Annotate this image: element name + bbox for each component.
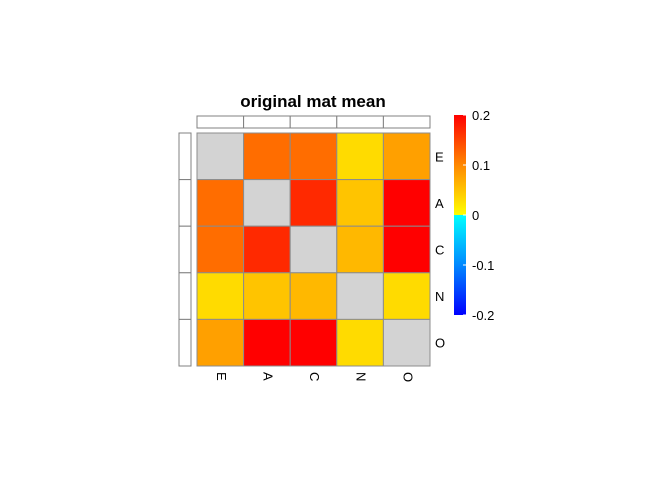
heatmap-cell bbox=[382, 179, 431, 227]
column-annotation-bar bbox=[196, 115, 431, 129]
column-annotation-cell bbox=[196, 115, 245, 129]
row-annotation-cell bbox=[178, 272, 192, 320]
heatmap-cell bbox=[336, 272, 384, 320]
heatmap-cell bbox=[289, 225, 338, 274]
heatmap-cell bbox=[336, 179, 384, 227]
row-annotation-cell bbox=[178, 132, 192, 181]
row-label: N bbox=[435, 289, 444, 304]
heatmap-cell bbox=[336, 318, 384, 367]
row-label: C bbox=[435, 243, 444, 258]
heatmap-cell bbox=[196, 272, 245, 320]
heatmap-cell bbox=[289, 272, 338, 320]
legend-tick-label: -0.1 bbox=[472, 258, 494, 273]
column-label: A bbox=[260, 372, 275, 381]
row-label: O bbox=[435, 336, 445, 351]
color-legend: 0.2 0.1 0 -0.1 -0.2 bbox=[454, 108, 494, 323]
row-annotation-cell bbox=[178, 225, 192, 274]
heatmap-cell bbox=[243, 272, 291, 320]
heatmap-cell bbox=[382, 225, 431, 274]
column-label: C bbox=[307, 372, 322, 381]
column-annotation-cell bbox=[243, 115, 291, 129]
heatmap-cell bbox=[243, 318, 291, 367]
heatmap-cell bbox=[243, 132, 291, 181]
color-legend-ticks: 0.2 0.1 0 -0.1 -0.2 bbox=[463, 108, 494, 323]
heatmap-cell bbox=[196, 318, 245, 367]
chart-title: original mat mean bbox=[240, 92, 385, 111]
heatmap-cell bbox=[382, 272, 431, 320]
heatmap-cell bbox=[243, 225, 291, 274]
column-annotation-cell bbox=[382, 115, 431, 129]
legend-tick-label: 0.2 bbox=[472, 108, 490, 123]
column-label: O bbox=[400, 372, 415, 382]
legend-tick-label: -0.2 bbox=[472, 308, 494, 323]
heatmap-cell bbox=[336, 225, 384, 274]
column-label: N bbox=[354, 372, 369, 381]
heatmap-cell bbox=[196, 179, 245, 227]
legend-tick-label: 0.1 bbox=[472, 158, 490, 173]
row-annotation-cell bbox=[178, 179, 192, 227]
heatmap-cell bbox=[289, 179, 338, 227]
heatmap-cells bbox=[196, 132, 431, 367]
heatmap-cell bbox=[336, 132, 384, 181]
heatmap-cell bbox=[289, 132, 338, 181]
row-labels: E A C N O bbox=[435, 149, 445, 350]
heatmap-cell bbox=[382, 132, 431, 181]
row-label: A bbox=[435, 196, 444, 211]
heatmap-cell bbox=[382, 318, 431, 367]
row-label: E bbox=[435, 149, 444, 164]
legend-tick-label: 0 bbox=[472, 208, 479, 223]
heatmap-cell bbox=[289, 318, 338, 367]
column-annotation-cell bbox=[289, 115, 338, 129]
column-annotation-cell bbox=[336, 115, 384, 129]
row-annotation-cell bbox=[178, 318, 192, 367]
heatmap-cell bbox=[196, 225, 245, 274]
row-annotation-bar bbox=[178, 132, 192, 367]
column-label: E bbox=[214, 372, 229, 381]
heatmap-cell bbox=[196, 132, 245, 181]
heatmap-cell bbox=[243, 179, 291, 227]
